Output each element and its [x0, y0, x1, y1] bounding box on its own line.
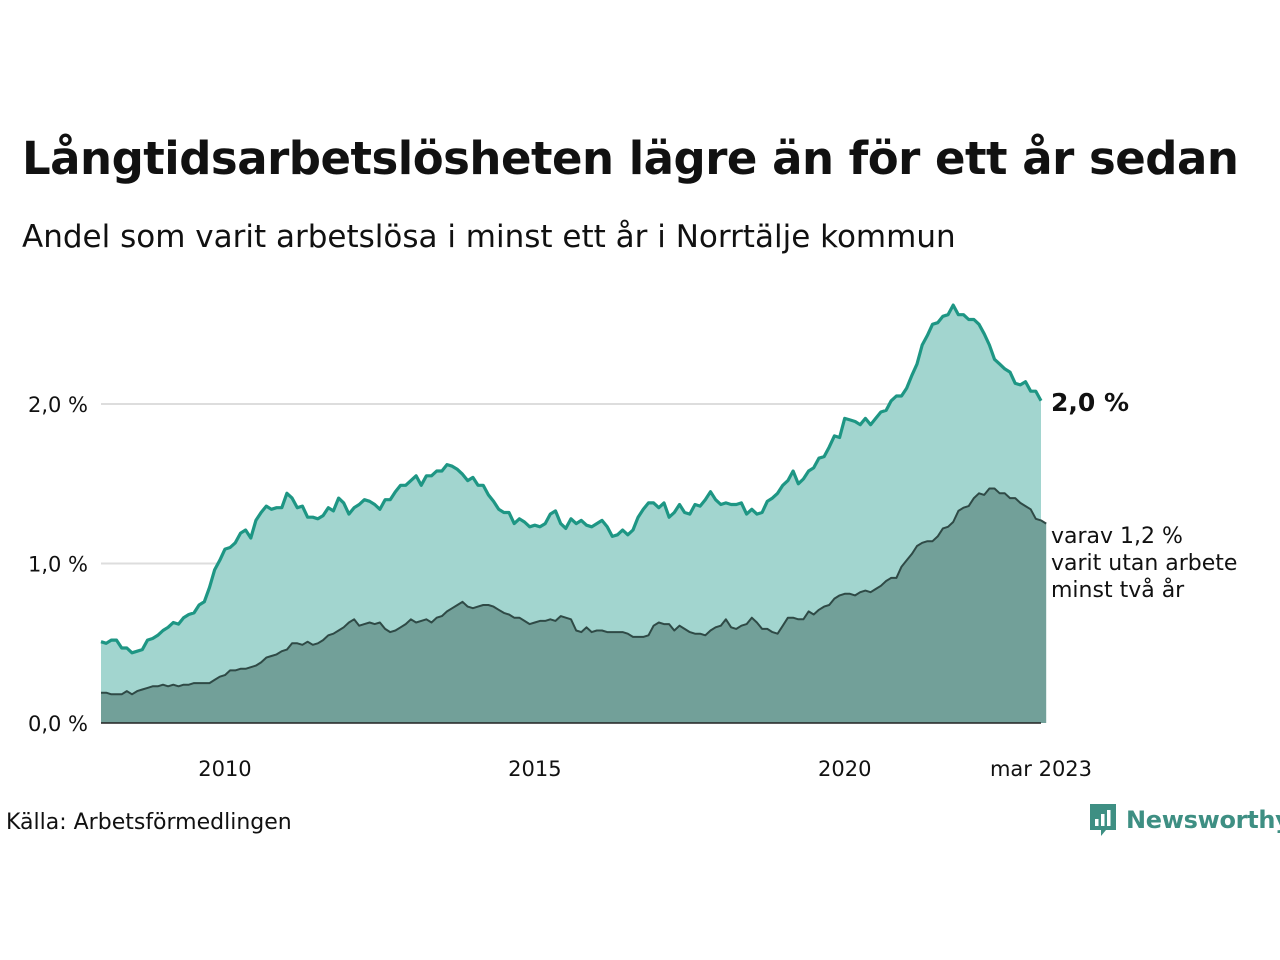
two-years-end-label-line: varav 1,2 % [1051, 524, 1183, 549]
two-years-end-label-line: minst två år [1051, 577, 1185, 603]
chart-title: Långtidsarbetslösheten lägre än för ett … [22, 132, 1239, 185]
y-tick-label: 1,0 % [28, 553, 88, 577]
y-tick-label: 2,0 % [28, 393, 88, 417]
total-line [100, 303, 1043, 655]
newsworthy-logo-icon [1090, 804, 1116, 836]
x-tick-label: mar 2023 [990, 757, 1092, 781]
x-tick-label: 2020 [818, 757, 871, 781]
brand-name: Newsworthy [1126, 806, 1280, 834]
y-tick-label: 0,0 % [28, 712, 88, 736]
brand-logo[interactable]: Newsworthy [1088, 802, 1280, 838]
x-tick-label: 2015 [508, 757, 561, 781]
source-note: Källa: Arbetsförmedlingen [6, 810, 292, 835]
x-tick-label: 2010 [198, 757, 251, 781]
chart-subtitle: Andel som varit arbetslösa i minst ett å… [22, 219, 956, 255]
total-end-label: 2,0 % [1051, 388, 1129, 417]
two_years-area [101, 488, 1047, 723]
two-years-end-label-line: varit utan arbete [1051, 551, 1237, 576]
area-layer [100, 303, 1047, 723]
two_years-line [101, 487, 1047, 696]
axis-layer: 0,0 % 1,0 % 2,0 % 2010 2015 2020 mar 2023 [28, 393, 1092, 781]
